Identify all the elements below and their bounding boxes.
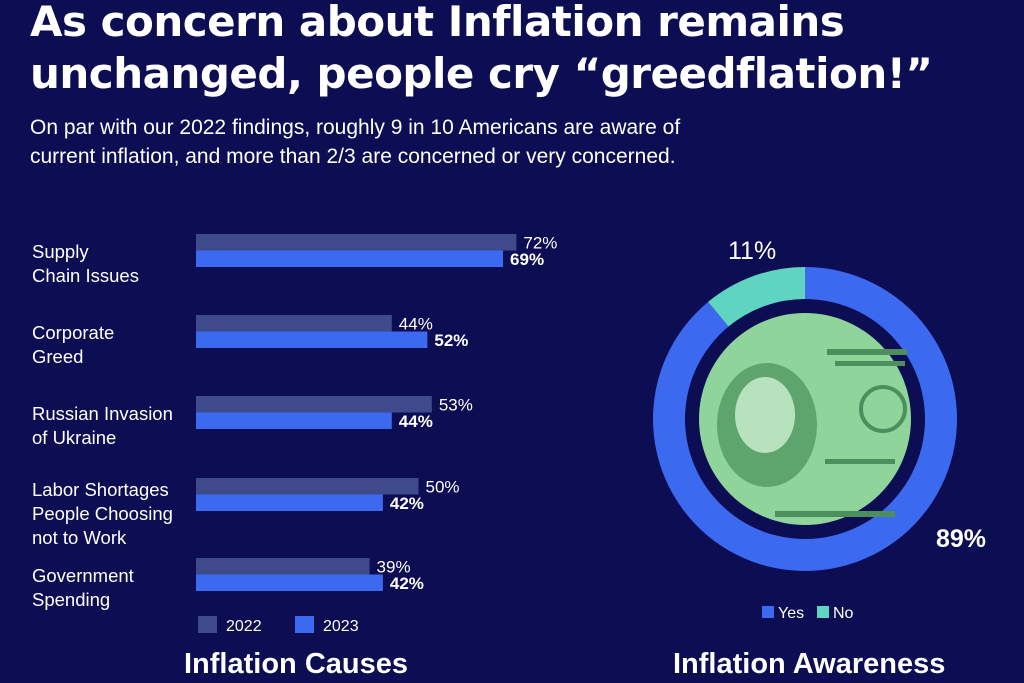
value-label-2023: 52% xyxy=(434,331,468,350)
bar-2023 xyxy=(196,412,392,429)
inflation-causes-title: Inflation Causes xyxy=(184,648,408,680)
legend-swatch-yes xyxy=(762,606,774,618)
inflation-awareness-donut-chart: 11% 89% Yes No xyxy=(653,237,986,622)
value-label-2022: 53% xyxy=(439,396,473,415)
portrait-face xyxy=(735,377,795,453)
category-label: Government xyxy=(32,565,134,586)
category-label: Corporate xyxy=(32,322,114,343)
bar-2022 xyxy=(196,558,370,575)
value-label-2022: 44% xyxy=(399,315,433,334)
donut-slice-no xyxy=(708,267,805,327)
bill-seal xyxy=(859,385,907,433)
value-label-2023: 44% xyxy=(399,412,433,431)
subtitle-line-2: current inflation, and more than 2/3 are… xyxy=(30,145,676,168)
legend-label-2022: 2022 xyxy=(226,618,262,635)
inflation-awareness-title: Inflation Awareness xyxy=(673,648,946,680)
category-label: Greed xyxy=(32,346,83,367)
category-label: Supply xyxy=(32,241,89,262)
inflation-causes-bar-chart: Supply Chain Issues 72%69% Corporate Greed 44… xyxy=(32,234,557,636)
donut-label-yes: 89% xyxy=(936,525,986,553)
legend-label-2023: 2023 xyxy=(323,618,359,635)
category-label: Spending xyxy=(32,589,110,610)
bar-2023 xyxy=(196,250,504,267)
title-line-2: unchanged, people cry “greedflation!” xyxy=(30,49,933,98)
bar-2022 xyxy=(196,234,517,251)
bill-text-line xyxy=(825,459,895,464)
bar-2022 xyxy=(196,396,432,413)
bar-2022 xyxy=(196,315,392,332)
legend-swatch-2023 xyxy=(295,616,314,633)
value-label-2023: 42% xyxy=(390,494,424,513)
bar-2022 xyxy=(196,478,419,495)
category-label: Chain Issues xyxy=(32,265,139,286)
legend-swatch-2022 xyxy=(198,616,217,633)
bill-text-line xyxy=(775,511,895,517)
bar-2023 xyxy=(196,331,428,348)
category-label: Russian Invasion xyxy=(32,403,173,424)
page-subtitle: On par with our 2022 findings, roughly 9… xyxy=(30,113,830,171)
bill-text-line xyxy=(835,361,905,366)
category-label: of Ukraine xyxy=(32,427,116,448)
category-label: Labor Shortages xyxy=(32,479,169,500)
bill-text-line xyxy=(827,349,907,355)
value-label-2022: 72% xyxy=(523,234,557,253)
value-label-2022: 39% xyxy=(377,558,411,577)
legend-label-yes: Yes xyxy=(778,605,804,622)
value-label-2022: 50% xyxy=(426,478,460,497)
category-label: People Choosing xyxy=(32,503,173,524)
page-title: As concern about Inflation remains uncha… xyxy=(30,0,1010,100)
value-label-2023: 69% xyxy=(510,250,544,269)
category-label: not to Work xyxy=(32,527,127,548)
dollar-bill-image xyxy=(699,313,911,525)
bar-2023 xyxy=(196,574,383,591)
title-line-1: As concern about Inflation remains xyxy=(30,0,845,46)
bar-2023 xyxy=(196,494,383,511)
legend-swatch-no xyxy=(817,606,829,618)
legend-label-no: No xyxy=(833,605,854,622)
value-label-2023: 42% xyxy=(390,574,424,593)
donut-label-no: 11% xyxy=(728,237,776,265)
subtitle-line-1: On par with our 2022 findings, roughly 9… xyxy=(30,116,681,139)
